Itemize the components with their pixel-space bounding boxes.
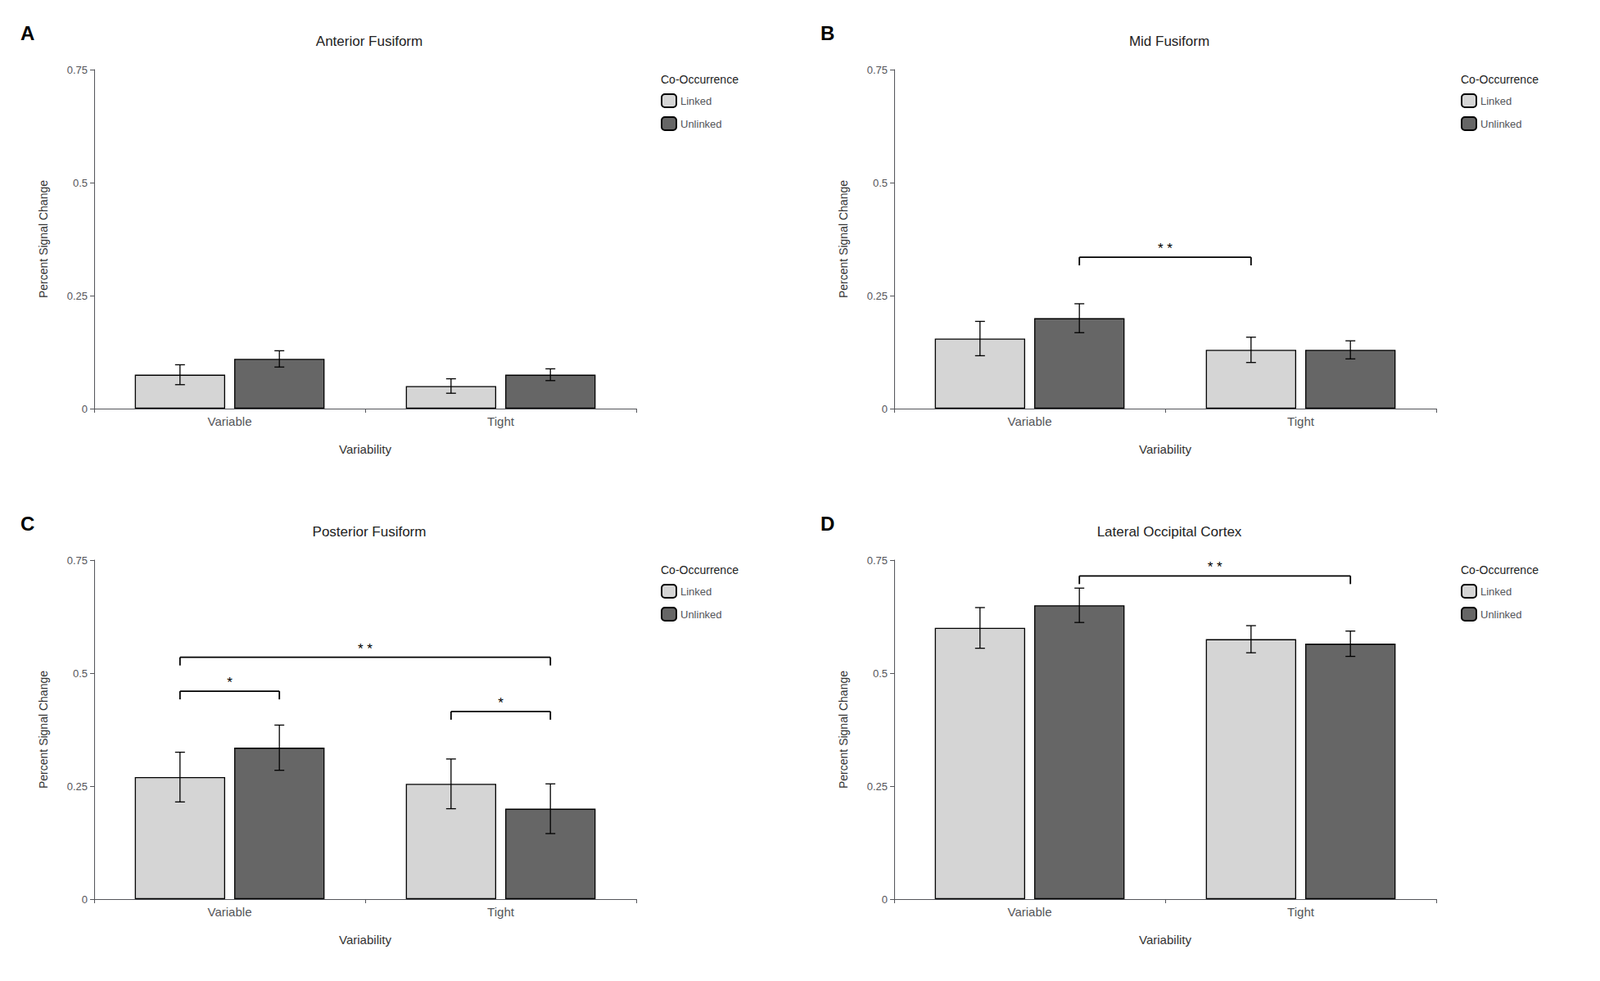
svg-text:Percent Signal Change: Percent Signal Change: [836, 670, 850, 789]
svg-text:0.25: 0.25: [867, 780, 888, 793]
svg-text:Percent Signal Change: Percent Signal Change: [36, 670, 50, 789]
svg-text:Variability: Variability: [1138, 932, 1192, 947]
svg-text:* *: * *: [1157, 240, 1173, 257]
svg-text:0.75: 0.75: [67, 554, 88, 567]
svg-text:Linked: Linked: [1480, 94, 1512, 108]
svg-text:0.5: 0.5: [72, 176, 88, 190]
svg-text:* *: * *: [1207, 559, 1223, 575]
svg-text:Unlinked: Unlinked: [680, 117, 723, 131]
svg-text:C: C: [20, 512, 35, 535]
svg-text:0: 0: [81, 893, 88, 906]
svg-text:Variable: Variable: [207, 414, 253, 429]
svg-text:0.25: 0.25: [67, 780, 88, 793]
svg-text:Variability: Variability: [338, 442, 392, 457]
svg-text:0.5: 0.5: [72, 667, 88, 680]
svg-text:Co-Occurrence: Co-Occurrence: [1460, 72, 1539, 86]
svg-text:Linked: Linked: [1480, 585, 1512, 598]
svg-text:Tight: Tight: [487, 414, 516, 429]
svg-text:0.25: 0.25: [867, 289, 888, 303]
svg-text:0.25: 0.25: [67, 289, 88, 303]
svg-text:B: B: [820, 22, 835, 45]
svg-text:Linked: Linked: [680, 585, 712, 598]
svg-text:Percent Signal Change: Percent Signal Change: [836, 180, 850, 299]
svg-text:Posterior Fusiform: Posterior Fusiform: [312, 524, 427, 540]
svg-text:Tight: Tight: [1287, 904, 1316, 919]
svg-text:Co-Occurrence: Co-Occurrence: [1460, 563, 1539, 577]
svg-text:0.5: 0.5: [872, 667, 888, 680]
svg-text:* *: * *: [357, 641, 373, 657]
svg-text:Percent Signal Change: Percent Signal Change: [36, 180, 50, 299]
svg-text:0.75: 0.75: [67, 63, 88, 77]
svg-text:Lateral Occipital Cortex: Lateral Occipital Cortex: [1097, 524, 1243, 540]
svg-text:Tight: Tight: [1287, 414, 1316, 429]
svg-text:Variability: Variability: [1138, 442, 1192, 457]
svg-text:0.75: 0.75: [867, 554, 888, 567]
svg-text:Co-Occurrence: Co-Occurrence: [660, 72, 739, 86]
svg-text:D: D: [820, 512, 835, 535]
svg-text:Variable: Variable: [1007, 904, 1053, 919]
svg-text:A: A: [20, 22, 35, 45]
svg-text:*: *: [226, 674, 233, 691]
svg-text:0: 0: [881, 402, 888, 416]
svg-text:Unlinked: Unlinked: [1480, 117, 1523, 131]
svg-text:*: *: [497, 695, 504, 711]
svg-text:Tight: Tight: [487, 904, 516, 919]
svg-text:Anterior Fusiform: Anterior Fusiform: [316, 33, 423, 50]
svg-text:0.75: 0.75: [867, 63, 888, 77]
svg-text:Variable: Variable: [1007, 414, 1053, 429]
svg-text:Linked: Linked: [680, 94, 712, 108]
svg-text:0: 0: [81, 402, 88, 416]
svg-text:Mid Fusiform: Mid Fusiform: [1129, 33, 1210, 50]
svg-text:Unlinked: Unlinked: [680, 608, 723, 621]
svg-text:Variability: Variability: [338, 932, 392, 947]
svg-text:Co-Occurrence: Co-Occurrence: [660, 563, 739, 577]
svg-text:0.5: 0.5: [872, 176, 888, 190]
svg-text:Variable: Variable: [207, 904, 253, 919]
svg-text:0: 0: [881, 893, 888, 906]
svg-text:Unlinked: Unlinked: [1480, 608, 1523, 621]
